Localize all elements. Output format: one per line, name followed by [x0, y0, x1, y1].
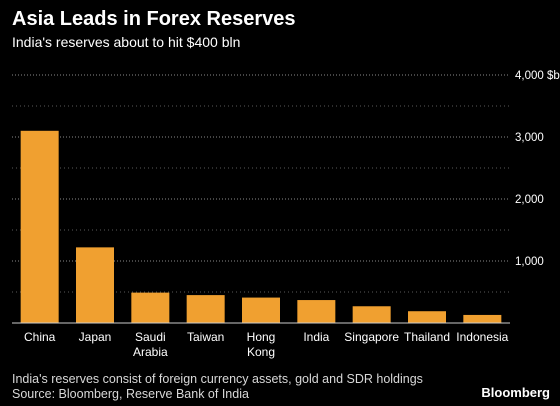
source-text: Source: Bloomberg, Reserve Bank of India [12, 387, 249, 401]
x-tick-label: Hong [247, 330, 276, 344]
bar [297, 300, 336, 323]
y-tick-label: 4,000 $bln [515, 70, 560, 82]
bar [352, 306, 391, 323]
bar [20, 130, 59, 323]
footnote: India's reserves consist of foreign curr… [12, 372, 423, 402]
x-tick-label: China [24, 330, 56, 344]
x-tick-label: India [303, 330, 329, 344]
x-tick-label: Indonesia [456, 330, 508, 344]
x-tick-label: Kong [247, 345, 275, 359]
x-tick-label: Japan [79, 330, 112, 344]
bar [408, 311, 446, 323]
x-tick-label: Taiwan [187, 330, 224, 344]
y-tick-label: 2,000 [515, 194, 544, 206]
bar [242, 297, 280, 323]
bar [131, 292, 170, 323]
y-tick-label: 1,000 [515, 256, 544, 268]
chart-title: Asia Leads in Forex Reserves [12, 8, 296, 30]
bar-chart: 1,000 2,000 3,000 4,000 $bln China Japan Saudi… [12, 70, 560, 359]
x-tick-label: Arabia [133, 345, 168, 359]
bar [463, 314, 502, 323]
x-tick-label: Thailand [404, 330, 450, 344]
bloomberg-logo: Bloomberg [481, 385, 550, 400]
bar [76, 247, 114, 323]
chart-subtitle: India's reserves about to hit $400 bln [12, 34, 241, 50]
x-tick-label: Singapore [344, 330, 399, 344]
y-tick-label: 3,000 [515, 132, 544, 144]
x-tick-label: Saudi [135, 330, 166, 344]
bar [186, 295, 225, 323]
footnote-text: India's reserves consist of foreign curr… [12, 372, 423, 386]
